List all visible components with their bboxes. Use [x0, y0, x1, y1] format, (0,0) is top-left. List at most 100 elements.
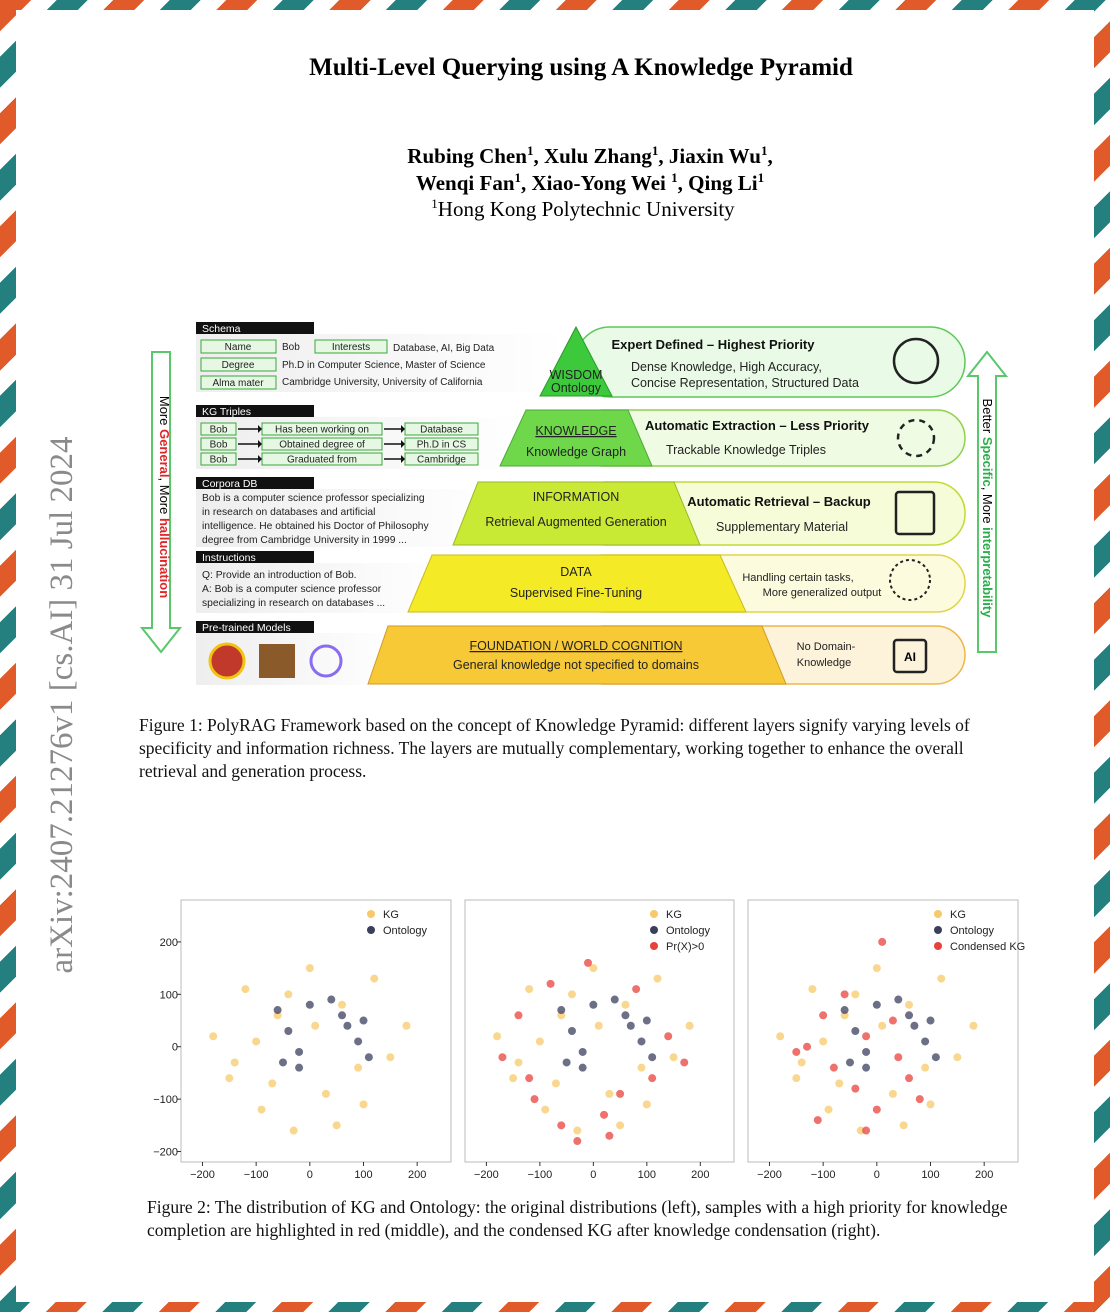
point [252, 1037, 261, 1046]
field-box [200, 375, 277, 390]
point [493, 1032, 502, 1041]
corpus-line: degree from Cambridge University in 1999… [202, 535, 407, 546]
point [797, 1058, 806, 1067]
point [845, 1058, 854, 1067]
arrow-head [401, 440, 405, 448]
icon [889, 559, 931, 601]
pyramid-layer [499, 409, 653, 467]
point [573, 1137, 582, 1146]
point [664, 1032, 673, 1041]
value: Bob [282, 342, 300, 353]
legend-label: Condensed KG [950, 941, 1025, 953]
author-name: , Xulu Zhang [533, 144, 652, 168]
point [278, 1058, 287, 1067]
point [305, 1000, 314, 1009]
point [354, 1037, 363, 1046]
arrow-head [401, 425, 405, 433]
point [921, 1063, 930, 1072]
legend-label: Ontology [666, 925, 711, 937]
legend-marker [650, 942, 658, 950]
triple-text: Database [420, 425, 463, 436]
author-affil: 1 [760, 143, 768, 158]
layer-name: WISDOM [550, 368, 603, 382]
layer-heading: Automatic Retrieval – Backup [687, 494, 871, 509]
point [321, 1089, 330, 1098]
point [878, 1021, 887, 1030]
point [584, 958, 593, 967]
point [343, 1021, 352, 1030]
instruction-line: Q: Provide an introduction of Bob. [202, 570, 357, 581]
corpus-line: intelligence. He obtained his Doctor of … [202, 521, 430, 532]
corpus-line: in research on databases and artificial [202, 507, 375, 518]
legend-marker [367, 910, 375, 918]
tab-title: Corpora DB [202, 478, 257, 490]
layer-sub: Knowledge Graph [526, 445, 626, 459]
point [905, 1011, 914, 1020]
point [359, 1100, 368, 1109]
point [931, 1053, 940, 1062]
legend-label: Ontology [950, 925, 995, 937]
tab [196, 477, 314, 489]
legend-marker [934, 910, 942, 918]
point [209, 1032, 218, 1041]
point [616, 1121, 625, 1130]
model-icon [309, 644, 343, 678]
panel [196, 489, 496, 547]
point [840, 990, 849, 999]
triple-box [200, 437, 237, 451]
legend-marker [934, 942, 942, 950]
icon [896, 418, 936, 458]
arrow-head [258, 425, 262, 433]
point [557, 1006, 566, 1015]
x-tick-label: 0 [590, 1169, 596, 1181]
plot-frame [180, 899, 452, 1163]
legend-label: KG [666, 909, 682, 921]
triple-text: Cambridge [417, 455, 466, 466]
point [567, 1027, 576, 1035]
point [637, 1063, 646, 1072]
triple-text: Graduated from [287, 455, 357, 466]
x-tick-label: 200 [975, 1169, 993, 1181]
label-part: More [157, 396, 172, 429]
author-name: Rubing Chen [407, 144, 527, 168]
point [937, 974, 946, 983]
layer-sub: Supervised Fine-Tuning [510, 586, 642, 600]
triple-text: Bob [210, 425, 228, 436]
point [819, 1037, 828, 1046]
author-name: Wenqi Fan [415, 171, 515, 195]
tab-title: Schema [202, 323, 241, 335]
point [851, 1027, 860, 1035]
paper-title: Multi-Level Querying using A Knowledge P… [309, 54, 853, 81]
figure-caption: Figure 2: The distribution of KG and Ont… [147, 1197, 1008, 1240]
point [268, 1079, 277, 1088]
arrow [965, 350, 1009, 653]
point [905, 1074, 914, 1083]
layer-sub: General knowledge not specified to domai… [453, 658, 699, 672]
label-part: interpretability [980, 527, 995, 618]
point [648, 1074, 657, 1083]
point [872, 964, 881, 973]
point [899, 1121, 908, 1130]
layer-name: KNOWLEDGE [535, 424, 616, 438]
point [589, 1000, 598, 1009]
point [567, 990, 576, 999]
point [621, 1011, 630, 1020]
point [669, 1053, 678, 1062]
icon [894, 490, 936, 536]
point [851, 990, 860, 999]
point [535, 1037, 544, 1046]
point [305, 964, 314, 973]
point [241, 985, 250, 994]
legend-marker [934, 926, 942, 934]
field-box [200, 357, 277, 372]
point [402, 1021, 411, 1030]
point [610, 995, 619, 1004]
field: Name [225, 342, 252, 353]
label-part: Better [980, 399, 995, 437]
point [840, 1006, 849, 1015]
point [792, 1047, 801, 1056]
icon-label: AI [904, 650, 916, 664]
layer-heading: Expert Defined – Highest Priority [612, 337, 816, 352]
point [594, 1021, 603, 1030]
